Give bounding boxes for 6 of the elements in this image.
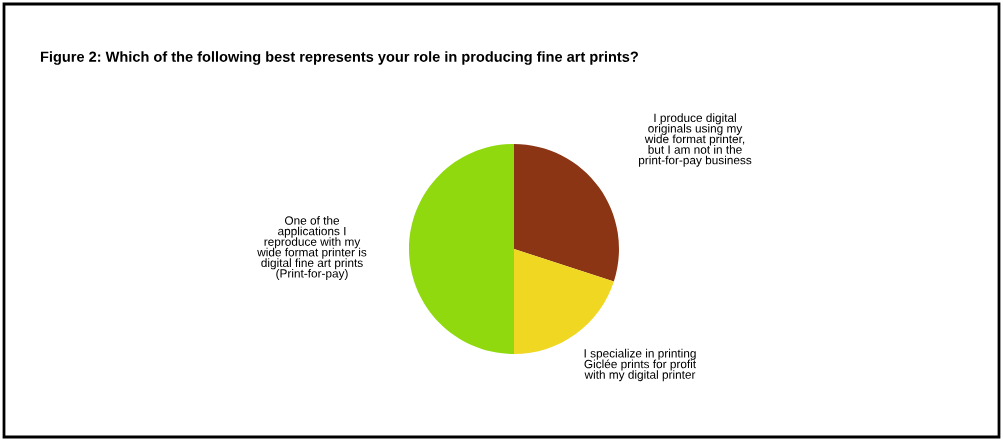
slice-label: I specialize in printing Giclée prints for profit with my digital printer xyxy=(584,348,697,382)
slice-label: I produce digital originals using my wide format printer, but I am not in the print-for-pay business xyxy=(639,113,752,167)
slice-label: One of the applications I reproduce with my wide format printer is digital fine art prints (Print-for-pay) xyxy=(257,216,367,280)
pie-slice xyxy=(409,144,514,354)
chart-title: Figure 2: Which of the following best represents your role in producing fine art prints? xyxy=(40,51,638,65)
pie-slice xyxy=(514,144,619,282)
